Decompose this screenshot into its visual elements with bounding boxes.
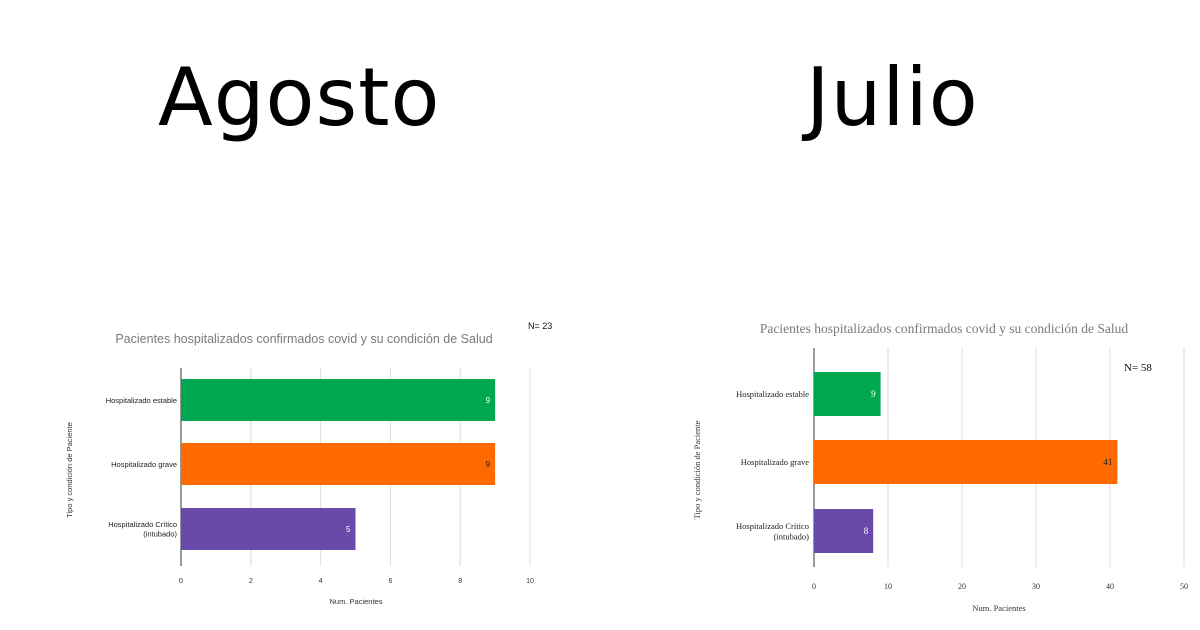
x-tick-label: 30: [1032, 582, 1040, 591]
bar-value-label: 41: [1103, 457, 1112, 467]
bar: [181, 508, 356, 550]
bar-value-label: 9: [871, 389, 876, 399]
x-axis-title: Num. Pacientes: [330, 597, 383, 606]
bar: [181, 443, 496, 485]
category-label: Hospitalizado grave: [111, 460, 177, 469]
x-tick-label: 0: [812, 582, 816, 591]
x-tick-label: 8: [458, 578, 462, 585]
bar-value-label: 8: [864, 526, 869, 536]
x-tick-label: 50: [1180, 582, 1188, 591]
category-label: Hospitalizado Crítico (intubado): [108, 520, 177, 539]
x-tick-label: 10: [884, 582, 892, 591]
x-tick-label: 6: [388, 578, 392, 585]
x-tick-label: 0: [179, 578, 183, 585]
category-label: Hospitalizado grave: [741, 457, 809, 467]
x-tick-label: 40: [1106, 582, 1114, 591]
bar-value-label: 5: [346, 525, 351, 534]
category-label: Hospitalizado estable: [106, 396, 177, 405]
sample-size-label: N= 23: [528, 321, 552, 331]
y-axis-title: Tipo y condición de Paciente: [65, 422, 74, 518]
bar: [814, 509, 874, 553]
category-label: Hospitalizado Crítico (intubado): [736, 521, 809, 542]
category-label: Hospitalizado estable: [736, 389, 809, 399]
heading-julio: Julio: [806, 51, 979, 144]
sample-size-label: N= 58: [1124, 362, 1152, 374]
chart-title: Pacientes hospitalizados confirmados cov…: [115, 332, 492, 346]
x-tick-label: 4: [319, 578, 323, 585]
x-axis-title: Num. Pacientes: [972, 603, 1025, 613]
y-axis-title: Tipo y condición de Paciente: [692, 420, 702, 519]
chart-title: Pacientes hospitalizados confirmados cov…: [760, 321, 1128, 336]
heading-agosto: Agosto: [158, 51, 441, 144]
x-tick-label: 20: [958, 582, 966, 591]
bar-value-label: 9: [486, 460, 491, 469]
bar: [181, 379, 496, 421]
x-tick-label: 10: [526, 578, 534, 585]
bar: [814, 440, 1118, 484]
bar: [814, 372, 881, 416]
x-tick-label: 2: [249, 578, 253, 585]
bar-value-label: 9: [486, 396, 491, 405]
